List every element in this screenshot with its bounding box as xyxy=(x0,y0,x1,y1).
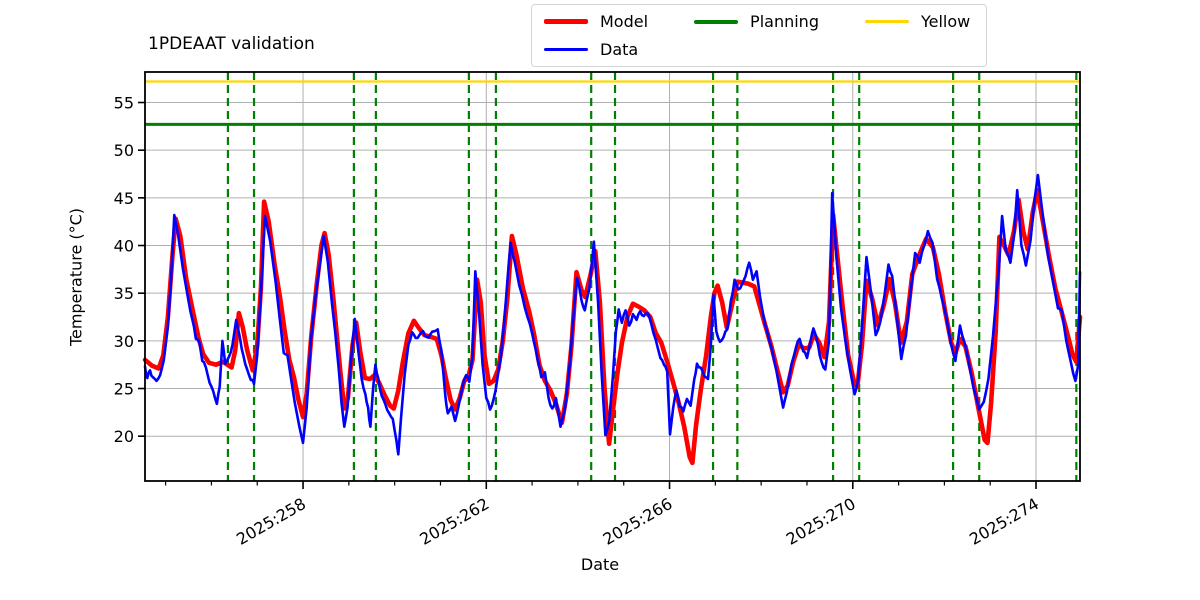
legend-item-planning: Planning xyxy=(694,12,819,31)
x-tick-label: 2025:262 xyxy=(416,494,492,549)
legend-column: Planning xyxy=(694,12,819,59)
legend-label: Planning xyxy=(750,12,819,31)
legend-label: Yellow xyxy=(920,12,971,31)
model-line-swatch-icon xyxy=(544,19,588,24)
model-line xyxy=(142,187,1083,466)
legend-column: Model Data xyxy=(544,12,648,59)
x-tick-label: 2025:258 xyxy=(233,494,309,549)
y-tick-label: 25 xyxy=(114,380,134,399)
x-axis-label: Date xyxy=(580,555,620,574)
legend-item-yellow: Yellow xyxy=(864,12,971,31)
y-axis-label: Temperature (°C) xyxy=(66,207,86,347)
data-line-swatch-icon xyxy=(544,48,588,51)
y-tick-label: 50 xyxy=(114,141,134,160)
legend-item-data: Data xyxy=(544,40,648,59)
legend-item-model: Model xyxy=(544,12,648,31)
y-tick-label: 55 xyxy=(114,94,134,113)
legend-label: Model xyxy=(600,12,649,31)
y-tick-label: 45 xyxy=(114,189,134,208)
chart-title: 1PDEAAT validation xyxy=(148,34,315,54)
legend-column: Yellow xyxy=(864,12,971,59)
yellow-line-swatch-icon xyxy=(864,20,909,23)
x-tick-label: 2025:270 xyxy=(783,494,859,549)
x-tick-label: 2025:266 xyxy=(600,494,676,549)
y-tick-label: 35 xyxy=(114,284,134,303)
planning-line-swatch-icon xyxy=(694,19,739,24)
y-tick-label: 20 xyxy=(114,427,134,446)
axes-spines xyxy=(144,71,1081,482)
y-tick-label: 40 xyxy=(114,237,134,256)
x-tick-label: 2025:274 xyxy=(966,494,1042,549)
y-tick-label: 30 xyxy=(114,332,134,351)
data-line xyxy=(143,173,1082,456)
legend-label: Data xyxy=(600,40,639,59)
legend: Model Data Planning Yellow xyxy=(531,4,988,67)
